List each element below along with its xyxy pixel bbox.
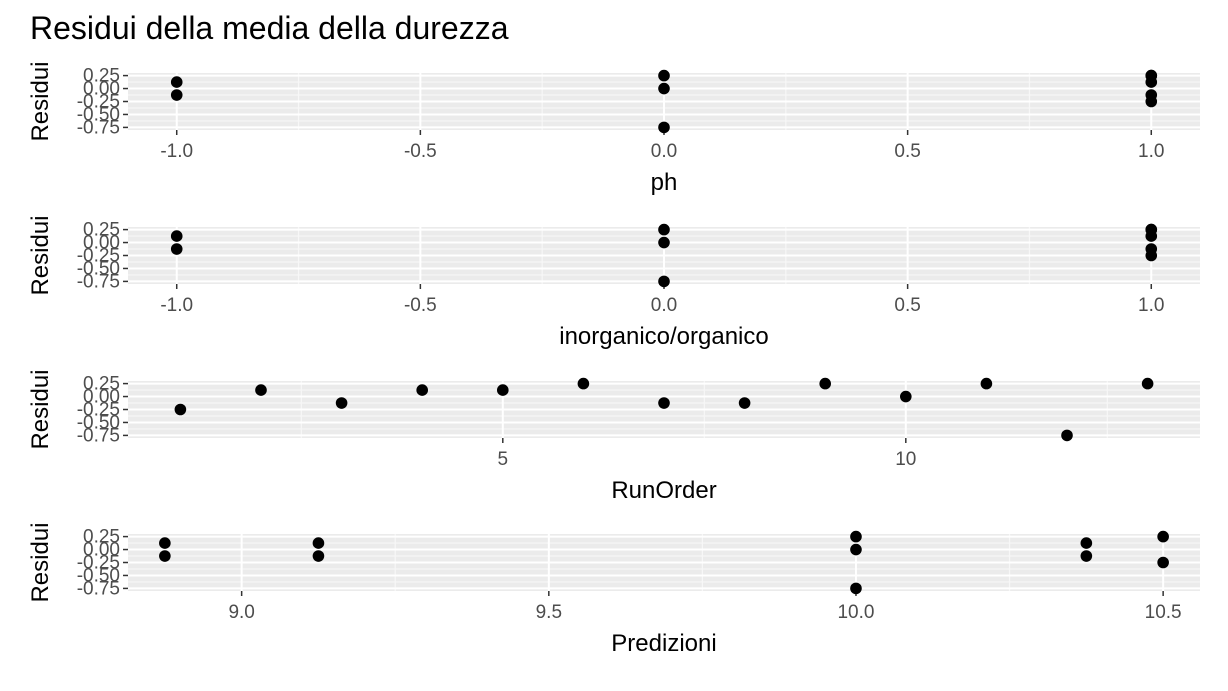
x-tick-label: 1.0 <box>1138 141 1164 162</box>
x-tick-label: 1.0 <box>1138 295 1164 316</box>
y-tick-label: -0.25 <box>77 246 120 267</box>
data-point <box>658 236 670 249</box>
data-point <box>577 377 590 390</box>
x-tick-label: 0.0 <box>651 295 677 316</box>
x-tick-label: 9.0 <box>228 602 254 623</box>
data-point <box>658 397 670 409</box>
y-tick-label: -0.25 <box>77 553 120 574</box>
data-point <box>1141 377 1154 390</box>
data-point <box>1080 537 1093 549</box>
data-point <box>170 89 183 101</box>
x-axis-title: ph <box>651 169 678 196</box>
data-point <box>980 377 993 390</box>
data-point <box>1061 429 1073 442</box>
data-point <box>1157 556 1169 569</box>
data-point <box>738 397 751 409</box>
data-point <box>850 530 862 543</box>
y-tick-label: -0.25 <box>77 92 120 113</box>
data-point <box>174 403 187 416</box>
panels: 0.250.00-0.25-0.50-0.75-1.0 -0.5 0.0 0.5 1.0… <box>27 61 1200 657</box>
data-point <box>170 243 183 255</box>
x-tick-label: -1.0 <box>160 141 193 162</box>
x-tick-label: 0.5 <box>894 141 920 162</box>
panel-4: 0.250.00-0.25-0.50-0.75 9.0 9.5 10.0 10.5 Pre… <box>27 522 1200 657</box>
y-tick-label: 0.00 <box>83 79 120 100</box>
data-point <box>850 543 862 556</box>
y-tick-label: 0.00 <box>83 387 120 408</box>
data-point <box>1145 76 1158 88</box>
y-axis-title: Residui <box>27 369 54 449</box>
y-tick-label: 0.25 <box>83 374 120 395</box>
x-tick-label: 10.5 <box>1145 602 1182 623</box>
figure-title: Residui della media della durezza <box>30 10 509 46</box>
y-tick-label: -0.50 <box>77 565 120 586</box>
data-point <box>170 230 183 242</box>
data-point <box>658 223 670 236</box>
y-tick-label: 0.00 <box>83 540 120 561</box>
data-point <box>416 384 428 396</box>
x-tick-label: -0.5 <box>404 141 437 162</box>
y-tick-label: -0.50 <box>77 412 120 433</box>
data-point <box>1157 530 1169 543</box>
y-axis-title: Residui <box>27 61 54 141</box>
data-point <box>658 69 670 82</box>
data-point <box>819 377 832 390</box>
y-tick-label: -0.25 <box>77 400 120 421</box>
data-point <box>900 390 912 403</box>
x-axis-title: Predizioni <box>611 630 716 657</box>
x-axis-title: RunOrder <box>611 477 716 504</box>
data-point <box>159 537 171 549</box>
y-axis-title: Residui <box>27 522 54 602</box>
panel-1: 0.250.00-0.25-0.50-0.75 -1.0 -0.5 0.0 0.5 1.0… <box>27 61 1200 196</box>
x-tick-label: 9.5 <box>536 602 562 623</box>
x-tick-label: 10.0 <box>837 602 874 623</box>
data-point <box>159 550 171 562</box>
x-tick-label: 0.5 <box>894 295 920 316</box>
y-tick-label: 0.00 <box>83 233 120 254</box>
y-tick-label: -0.75 <box>77 578 120 599</box>
data-point <box>658 82 670 95</box>
y-tick-label: -0.75 <box>77 117 120 138</box>
data-point <box>170 76 183 88</box>
data-point <box>658 275 670 288</box>
data-point <box>312 550 325 562</box>
x-tick-label: 5 <box>498 449 509 470</box>
data-point <box>335 397 348 409</box>
data-point <box>312 537 325 549</box>
data-point <box>255 384 267 396</box>
x-tick-label: -1.0 <box>160 295 193 316</box>
y-tick-label: -0.50 <box>77 104 120 125</box>
data-point <box>1080 550 1093 562</box>
y-tick-label: -0.75 <box>77 425 120 446</box>
y-tick-label: 0.25 <box>83 66 120 87</box>
data-point <box>1145 230 1158 242</box>
y-tick-label: 0.25 <box>83 220 120 241</box>
x-axis-title: inorganico/organico <box>559 323 768 350</box>
y-axis-title: Residui <box>27 215 54 295</box>
y-tick-label: -0.50 <box>77 258 120 279</box>
x-tick-label: -0.5 <box>404 295 437 316</box>
y-tick-label: -0.75 <box>77 271 120 292</box>
data-point <box>1145 95 1158 108</box>
data-point <box>1145 249 1158 262</box>
panel-3: 0.250.00-0.25-0.50-0.75 5 10 RunOrder Residu… <box>27 369 1200 504</box>
x-tick-label: 0.0 <box>651 141 677 162</box>
panel-2: 0.250.00-0.25-0.50-0.75 -1.0 -0.5 0.0 0.5 1.0… <box>27 215 1200 350</box>
data-point <box>658 121 670 134</box>
y-tick-label: 0.25 <box>83 527 120 548</box>
data-point <box>496 384 509 396</box>
x-tick-label: 10 <box>895 449 916 470</box>
data-point <box>850 582 862 595</box>
